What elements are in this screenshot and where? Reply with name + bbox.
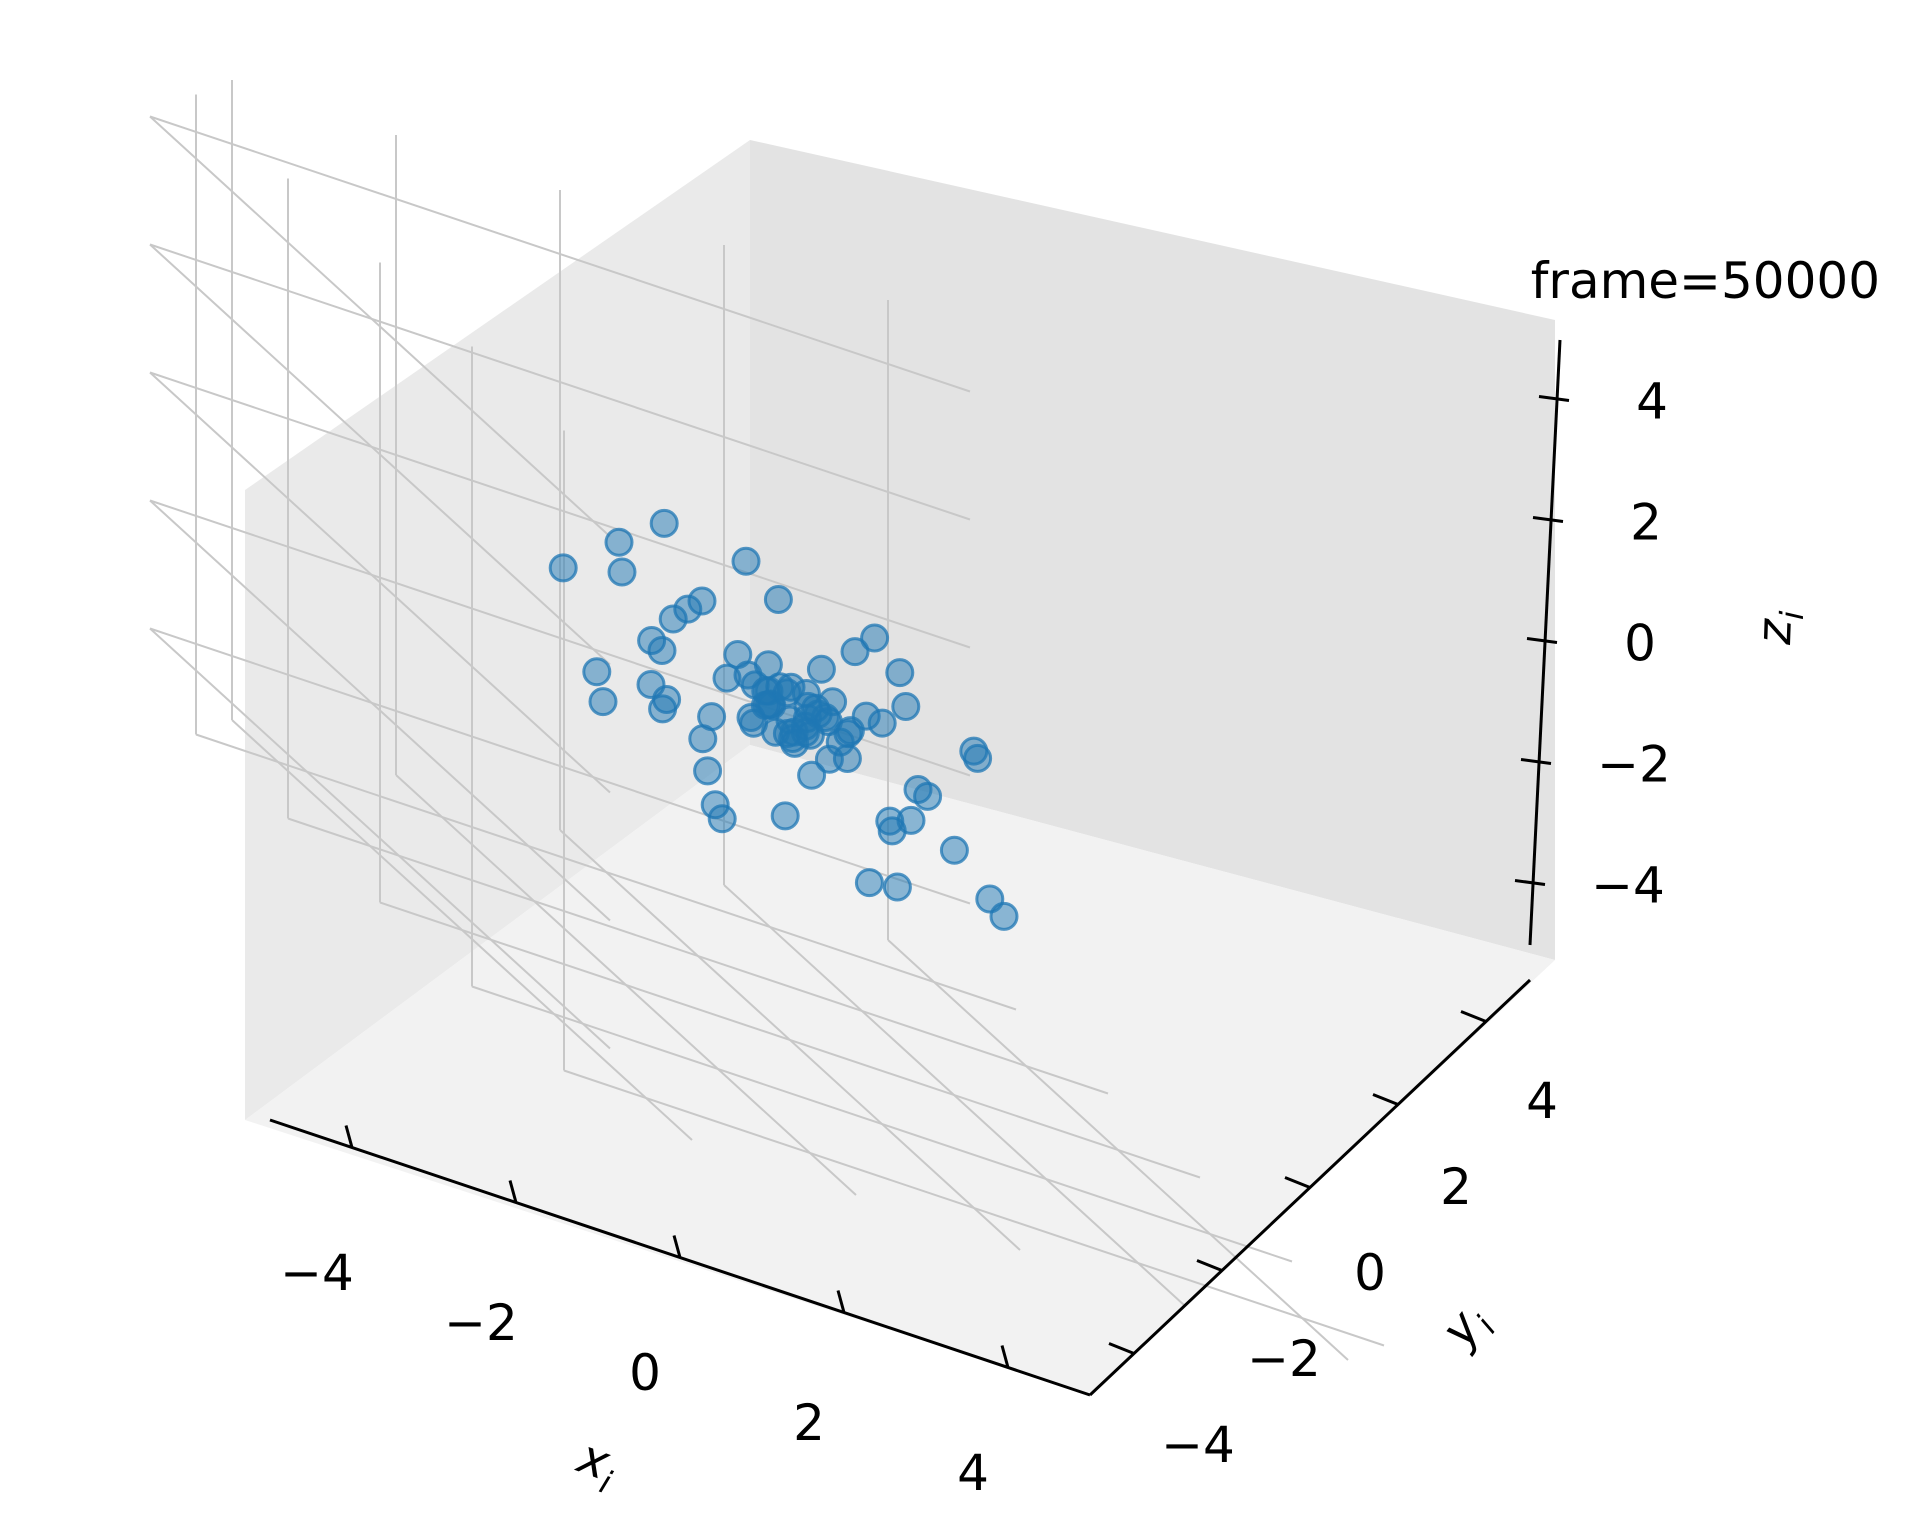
x-tick-label: 4 — [957, 1444, 989, 1502]
data-point — [891, 692, 921, 722]
data-point — [959, 736, 989, 766]
floor-grid-x — [723, 884, 1185, 1306]
left-wall-grid-z — [149, 371, 611, 794]
z-tick-mark — [1526, 637, 1558, 644]
right-wall-grid-z — [149, 243, 971, 521]
floor-grid-y — [379, 901, 1201, 1179]
data-point — [636, 670, 666, 699]
data-point — [989, 901, 1019, 931]
x-tick-label: −2 — [444, 1294, 518, 1352]
y-tick-mark — [1460, 1010, 1487, 1023]
floor-grid-y — [195, 733, 1017, 1011]
data-point — [860, 623, 890, 653]
floor-grid-y — [287, 817, 1109, 1095]
z-tick-mark — [1514, 879, 1546, 886]
data-point — [885, 658, 915, 688]
left-wall-grid-z — [149, 115, 611, 538]
data-point — [753, 650, 783, 680]
data-point — [770, 801, 800, 831]
x-axis-label: xi — [566, 1428, 625, 1502]
x-tick-mark — [344, 1125, 354, 1148]
y-tick-label: 2 — [1440, 1158, 1472, 1216]
data-point — [763, 584, 793, 614]
right-pane — [750, 140, 1555, 960]
z-tick-label: −4 — [1591, 857, 1665, 915]
data-point — [840, 637, 870, 667]
data-point — [548, 553, 578, 583]
data-point — [832, 743, 862, 773]
right-wall-grid-z — [149, 115, 971, 393]
floor-grid-x — [887, 939, 1349, 1361]
left-pane — [245, 140, 750, 1120]
data-point — [693, 756, 723, 786]
z-tick-mark — [1520, 758, 1552, 765]
data-point — [637, 626, 667, 655]
floor-pane — [245, 745, 1555, 1395]
chart-title: frame=50000 — [1531, 252, 1880, 310]
x-tick-label: 2 — [793, 1394, 825, 1452]
data-point — [913, 781, 943, 811]
data-point — [854, 868, 884, 898]
grid-layer — [149, 80, 1385, 1361]
scatter-points — [548, 508, 1019, 931]
data-point — [877, 816, 907, 846]
data-point — [687, 586, 717, 616]
data-point — [688, 724, 718, 754]
right-wall-grid-z — [149, 371, 971, 649]
z-tick-mark — [1532, 516, 1564, 523]
x-tick-label: −4 — [280, 1244, 354, 1302]
data-point — [736, 703, 766, 733]
x-tick-mark — [836, 1290, 846, 1313]
x-tick-label: 0 — [629, 1344, 661, 1402]
z-axis-label: zi — [1746, 609, 1811, 646]
data-point — [882, 872, 912, 902]
data-point — [939, 835, 969, 865]
data-point — [658, 604, 688, 634]
data-point — [604, 527, 634, 557]
left-wall-grid-z — [149, 243, 611, 666]
z-tick-label: 2 — [1630, 494, 1662, 552]
data-point — [731, 546, 761, 576]
data-point — [588, 687, 618, 717]
data-point — [649, 508, 679, 538]
y-tick-mark — [1284, 1176, 1311, 1189]
z-tick-label: 0 — [1624, 615, 1656, 673]
y-tick-label: 0 — [1354, 1244, 1386, 1302]
z-axis-line — [1528, 339, 1562, 946]
data-point — [582, 657, 612, 687]
data-point — [795, 720, 825, 750]
data-point — [806, 654, 836, 684]
data-point — [707, 804, 737, 834]
x-tick-mark — [672, 1235, 682, 1258]
z-tick-label: −2 — [1597, 736, 1671, 794]
y-tick-label: −2 — [1247, 1330, 1321, 1388]
data-point — [772, 678, 802, 708]
x-tick-mark — [1000, 1345, 1010, 1368]
data-point — [851, 701, 881, 731]
y-tick-mark — [1196, 1259, 1223, 1272]
data-point — [607, 557, 637, 587]
data-point — [797, 760, 827, 790]
y-tick-label: −4 — [1161, 1416, 1235, 1474]
z-tick-mark — [1538, 395, 1570, 402]
y-tick-mark — [1108, 1342, 1135, 1355]
y-tick-label: 4 — [1526, 1072, 1558, 1130]
y-tick-mark — [1372, 1093, 1399, 1106]
z-tick-label: 4 — [1636, 373, 1668, 431]
x-tick-mark — [508, 1180, 518, 1203]
y-axis-label: yi — [1429, 1293, 1504, 1363]
